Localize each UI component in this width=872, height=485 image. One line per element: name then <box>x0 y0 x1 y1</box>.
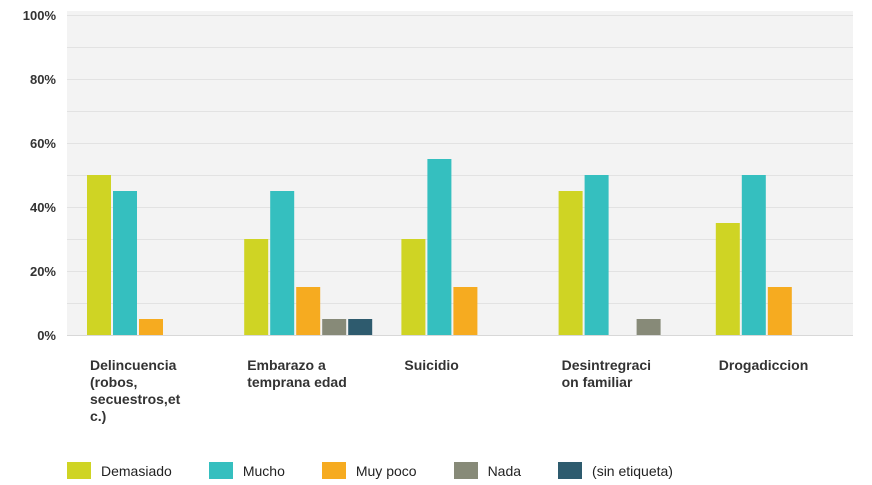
bar-nada <box>322 319 347 335</box>
legend-label: Demasiado <box>101 462 172 479</box>
legend-item[interactable]: (sin etiqueta) <box>558 462 673 479</box>
bar-demasiado <box>244 239 269 335</box>
legend-item[interactable]: Muy poco <box>321 462 417 479</box>
bar-demasiado <box>87 175 111 335</box>
bar-mucho <box>427 159 452 335</box>
bar-mucho <box>584 175 609 335</box>
bar-muy-poco <box>767 287 792 335</box>
legend-label: Nada <box>487 462 522 479</box>
bars <box>87 159 792 335</box>
y-tick-label: 80% <box>30 72 56 87</box>
bar-muy-poco <box>296 287 321 335</box>
bar-muy-poco <box>453 287 478 335</box>
bar-demasiado <box>558 191 583 335</box>
bar-muy-poco <box>139 319 163 335</box>
legend-swatch <box>321 462 346 479</box>
legend-swatch <box>208 462 233 479</box>
x-category-label: Delincuencia (robos, secuestros,et c.) <box>90 357 181 424</box>
bar-mucho <box>270 191 295 335</box>
bar-demasiado <box>401 239 426 335</box>
legend-item[interactable]: Mucho <box>208 462 285 479</box>
legend-item[interactable]: Demasiado <box>67 462 172 479</box>
y-tick-label: 20% <box>30 264 56 279</box>
x-category-label: Suicidio <box>404 357 459 373</box>
x-category-label: Drogadiccion <box>718 357 809 373</box>
y-tick-label: 40% <box>30 200 56 215</box>
legend-item[interactable]: Nada <box>453 462 522 479</box>
y-tick-label: 0% <box>37 328 56 343</box>
legend-swatch <box>67 462 91 479</box>
bar-mucho <box>741 175 766 335</box>
legend-swatch <box>453 462 478 479</box>
bar-sin-etiqueta <box>348 319 373 335</box>
bar-mucho <box>113 191 137 335</box>
bar-chart: 0% 20% 40% 60% 80% 100% <box>23 8 853 343</box>
x-category-label: Embarazo a temprana edad <box>247 357 347 390</box>
legend-label: Muy poco <box>355 462 417 479</box>
legend: Demasiado Mucho Muy poco Nada (sin etiqueta) <box>67 462 710 479</box>
bar-demasiado <box>715 223 740 335</box>
x-category-label: Desintregraci on familiar <box>561 357 652 390</box>
y-tick-label: 100% <box>23 8 57 23</box>
legend-swatch <box>558 462 583 479</box>
legend-label: Mucho <box>242 462 285 479</box>
y-axis-ticks: 0% 20% 40% 60% 80% 100% <box>23 8 57 343</box>
legend-label: (sin etiqueta) <box>592 462 673 479</box>
bar-nada <box>636 319 661 335</box>
y-tick-label: 60% <box>30 136 56 151</box>
